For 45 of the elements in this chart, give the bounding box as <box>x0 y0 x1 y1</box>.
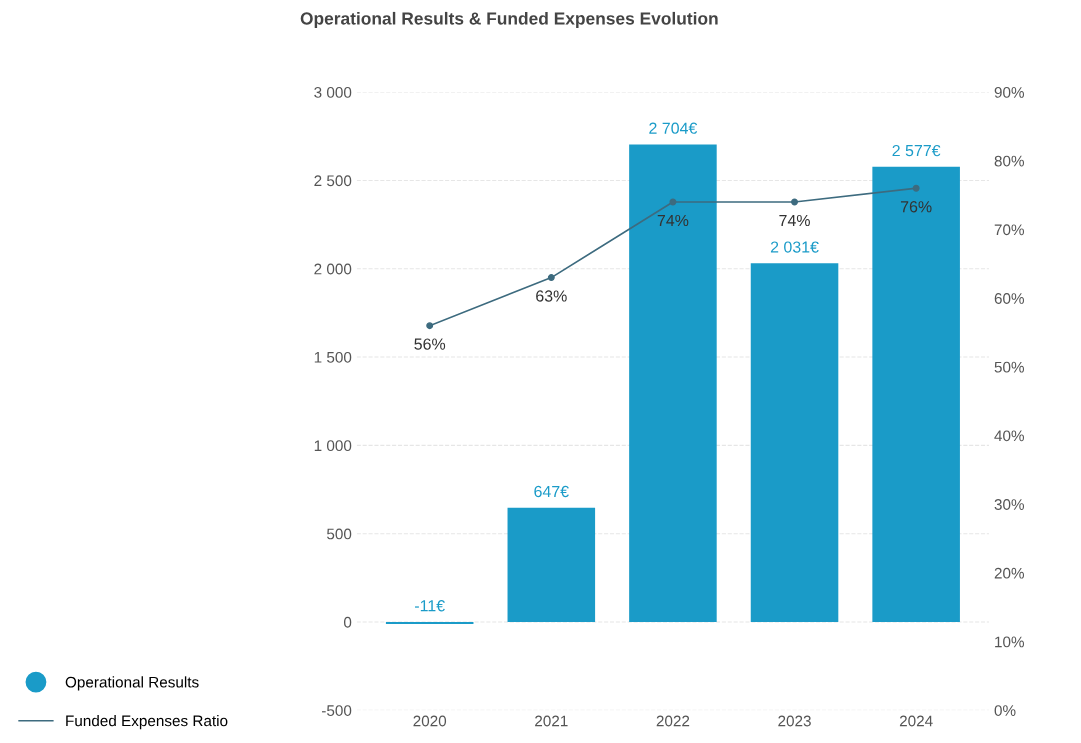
point <box>791 198 799 206</box>
data-label: -11€ <box>415 600 445 612</box>
data-label: 2 031€ <box>770 241 819 253</box>
y-tick-label: 0 <box>343 616 352 628</box>
bar <box>507 507 596 622</box>
y-tick-label: -500 <box>321 705 352 716</box>
chart-title: Operational Results & Funded Expenses Evolution <box>300 11 718 29</box>
data-label: 2 577€ <box>892 144 941 157</box>
x-tick-label: 2021 <box>535 715 568 727</box>
y-tick-label: 500 <box>326 528 352 540</box>
bar <box>629 144 717 622</box>
data-label: 74% <box>657 214 689 227</box>
y-tick-label: 1 000 <box>314 440 352 452</box>
point <box>912 184 920 192</box>
y2-tick-label: 30% <box>994 499 1025 510</box>
data-label: 74% <box>779 214 810 227</box>
y2-tick-label: 0% <box>994 705 1016 716</box>
data-label: 647€ <box>534 485 569 498</box>
data-label: 76% <box>900 201 932 213</box>
data-label: 63% <box>536 290 567 302</box>
y-tick-label: 1 500 <box>314 351 352 363</box>
y2-tick-label: 60% <box>994 293 1025 304</box>
y-tick-label: 2 000 <box>314 263 352 275</box>
bar <box>750 263 839 622</box>
x-tick-label: 2020 <box>413 715 447 727</box>
y2-tick-label: 70% <box>994 224 1025 236</box>
legend-label: Funded Expenses Ratio <box>66 715 228 730</box>
y2-tick-label: 50% <box>994 361 1025 373</box>
point <box>547 274 555 282</box>
y2-tick-label: 10% <box>995 636 1025 648</box>
data-label: 2 704€ <box>649 122 698 134</box>
bar <box>872 166 960 622</box>
y2-tick-label: 80% <box>994 155 1025 167</box>
point <box>669 198 677 206</box>
legend-label: Operational Results <box>65 676 199 691</box>
x-tick-label: 2022 <box>656 715 690 727</box>
y-tick-label: 3 000 <box>314 87 352 98</box>
y-tick-label: 2 500 <box>314 175 352 187</box>
x-tick-label: 2024 <box>899 715 933 727</box>
point <box>426 322 434 330</box>
x-tick-label: 2023 <box>778 715 811 727</box>
y2-tick-label: 40% <box>994 430 1025 442</box>
y2-tick-label: 90% <box>994 87 1025 98</box>
data-label: 56% <box>414 338 446 350</box>
y2-tick-label: 20% <box>994 567 1025 579</box>
